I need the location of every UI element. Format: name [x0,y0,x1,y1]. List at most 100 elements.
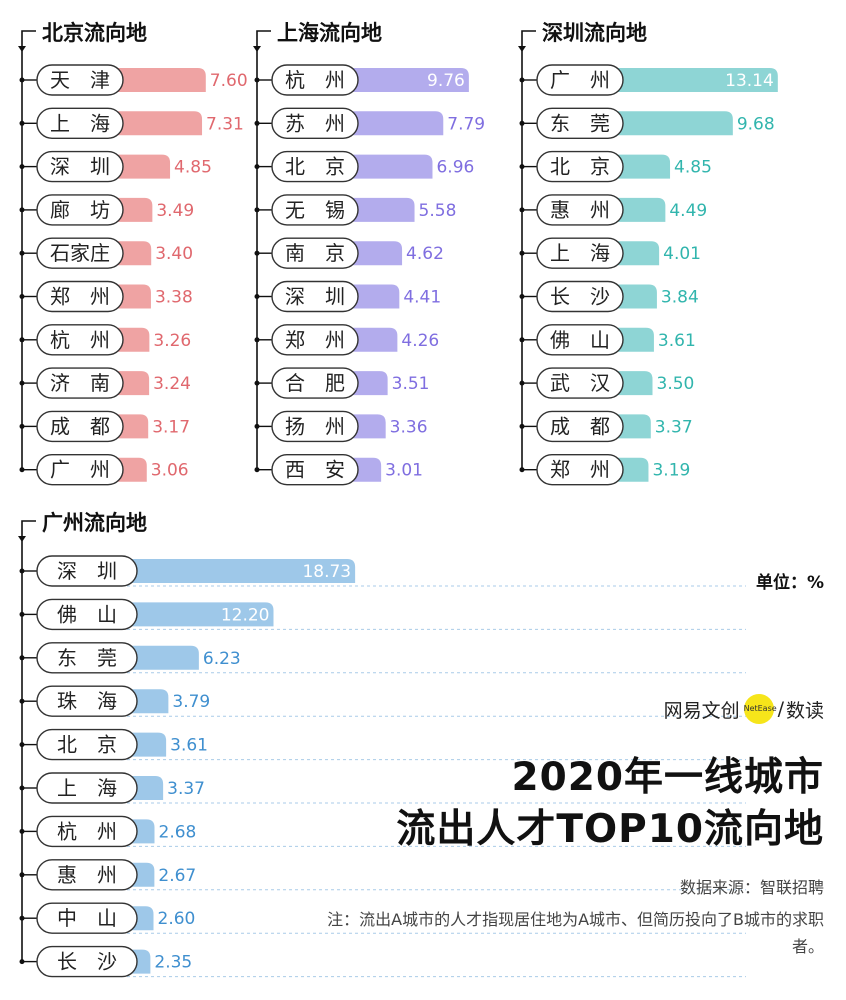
city-label: 廊 坊 [50,198,110,222]
value-label: 6.23 [203,649,241,669]
city-pill [271,324,359,356]
headline: 2020年一线城市 流出人才TOP10流向地 [396,752,824,856]
value-label: 3.06 [151,461,189,481]
city-label: 杭 州 [285,68,345,92]
connector-dot [254,77,260,83]
city-label: 珠 海 [57,689,117,713]
city-pill [271,454,359,486]
value-label: 3.01 [385,461,423,481]
connector-dot [519,250,525,256]
value-label: 3.36 [390,417,428,437]
city-label: 长 沙 [57,950,117,974]
city-label: 成 都 [50,414,110,438]
city-label: 广 州 [550,68,610,92]
city-label: 合 肥 [285,371,345,395]
value-label: 4.26 [401,331,439,351]
city-pill [36,410,124,443]
connector-dot [254,337,260,343]
value-label: 2.35 [154,953,192,973]
chart-row: 南 京 4.62 [254,237,444,269]
value-label: 3.38 [155,288,193,308]
value-label: 5.58 [419,201,457,221]
city-pill [536,410,624,443]
connector-dot [254,207,260,213]
connector-dot [254,423,260,429]
bracket-line [521,30,536,470]
data-source: 数据来源：智联招聘 [679,878,824,897]
bar [121,602,274,627]
city-label: 上 海 [50,111,110,135]
chart-row: 成 都 3.37 [519,410,693,443]
value-label: 4.49 [669,201,707,221]
brand-name: 网易文创 [663,699,740,722]
bar [107,68,206,92]
city-label: 扬 州 [285,414,345,438]
connector-dot [19,611,25,617]
city-label: 杭 州 [50,328,110,352]
chart-row: 北 京 6.96 [254,150,474,183]
chart-row: 武 汉 3.50 [519,367,694,399]
chart-title: 广州流向地 [42,511,147,535]
city-pill [36,945,138,978]
city-pill [536,194,624,226]
headline-line-1: 2020年一线城市 [511,755,824,800]
city-label: 郑 州 [50,285,110,309]
value-label: 3.40 [155,244,193,264]
value-label: 2.60 [158,909,196,929]
city-label: 郑 州 [285,328,345,352]
bar [342,68,469,92]
chart-row: 天 津 7.60 [19,64,248,96]
value-label: 3.49 [156,201,194,221]
chart-title: 北京流向地 [42,21,147,45]
chart-row: 郑 州 4.26 [254,324,439,356]
headline-line-2: 流出人才TOP10流向地 [396,807,824,852]
city-label: 北 京 [57,733,117,757]
city-label: 南 京 [285,241,345,265]
chart-row: 成 都 3.17 [19,410,190,443]
city-label: 东 莞 [57,646,117,670]
city-pill [36,815,138,848]
connector-dot [254,164,260,170]
brand-sub: 数读 [785,699,824,722]
city-pill [36,64,124,96]
chart-row: 郑 州 3.38 [19,280,193,313]
bar [607,111,733,136]
city-label: 上 海 [57,776,117,800]
connector-dot [19,655,25,661]
city-pill [536,280,624,313]
city-label: 惠 州 [57,863,117,887]
city-pill [36,367,124,399]
connector-dot [19,164,25,170]
city-label: 长 沙 [550,285,610,309]
city-pill [271,150,359,183]
connector-dot [519,294,525,299]
chart-row: 惠 州 2.67 [19,859,746,891]
bracket-arrow-icon [18,46,26,52]
connector-dot [19,698,25,704]
city-pill [36,324,124,356]
connector-dot [19,380,25,386]
city-label: 广 州 [50,458,110,482]
bar [342,197,415,222]
value-label: 18.73 [302,562,351,582]
city-pill [536,454,624,486]
city-label: 苏 州 [285,111,345,135]
connector-dot [19,785,25,791]
chart-row: 广 州 13.14 [519,64,778,96]
city-pill [536,150,624,183]
city-pill [536,324,624,356]
value-label: 4.41 [403,288,441,308]
chart-row: 广 州 3.06 [19,454,189,486]
connector-dot [19,207,25,213]
chart-row: 上 海 3.37 [19,772,746,804]
value-label: 3.17 [152,417,190,437]
chart-row: 长 沙 3.84 [519,280,699,313]
connector-dot [19,872,25,878]
bar [342,111,444,136]
city-pill [271,410,359,443]
city-pill [271,194,359,226]
city-pill [36,859,138,891]
city-label: 济 南 [50,371,110,395]
value-label: 4.62 [406,244,444,264]
